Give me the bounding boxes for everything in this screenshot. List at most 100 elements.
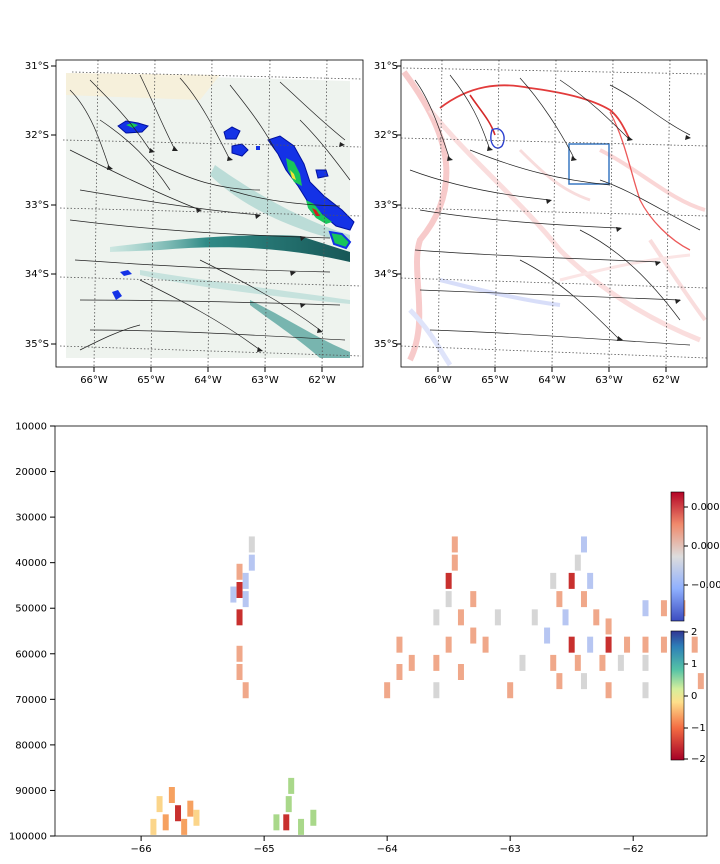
ytick-label: 10000 <box>15 422 47 433</box>
heatmap-cell <box>181 818 188 835</box>
ytick-label: 32°S <box>374 130 398 141</box>
heatmap-cell <box>187 800 194 817</box>
x-axis-left: 66°W 65°W 64°W 63°W 62°W <box>80 367 336 386</box>
y-axis-right: 31°S 32°S 33°S 34°S 35°S <box>374 61 401 350</box>
heatmap-cell <box>285 796 292 813</box>
heatmap-cell <box>482 636 489 653</box>
heatmap-cell <box>605 618 612 635</box>
ytick-label: 34°S <box>25 269 49 280</box>
heatmap-cell <box>531 609 538 626</box>
xtick-label: −64 <box>377 844 398 855</box>
heatmap-cell <box>574 554 581 571</box>
ytick-label: 31°S <box>25 61 49 72</box>
colorbar-lower-tick: −2 <box>691 754 706 765</box>
teal-band <box>110 235 350 262</box>
anomaly-field <box>401 70 707 367</box>
heatmap-cell <box>396 636 403 653</box>
heatmap-cell <box>587 572 594 589</box>
xtick-label: 63°W <box>595 375 623 386</box>
heatmap-cell <box>642 682 649 699</box>
ytick-label: 60000 <box>15 649 47 660</box>
heatmap-cell <box>642 654 649 671</box>
heatmap-cell <box>544 627 551 644</box>
heatmap-cell <box>642 600 649 617</box>
ytick-label: 80000 <box>15 740 47 751</box>
heatmap-cell <box>568 636 575 653</box>
heatmap-cell <box>445 636 452 653</box>
ytick-label: 70000 <box>15 695 47 706</box>
heatmap-cell <box>580 591 587 608</box>
heatmap-cell <box>568 572 575 589</box>
heatmap-cell <box>162 814 169 831</box>
heatmap-cell <box>470 627 477 644</box>
ytick-label: 31°S <box>374 61 398 72</box>
x-axis-bottom: −66 −65 −64 −63 −62 <box>131 836 644 855</box>
heatmap-cell <box>168 787 175 803</box>
heatmap-cell <box>617 654 624 671</box>
ytick-label: 50000 <box>15 604 47 615</box>
map-right: 31°S 32°S 33°S 34°S 35°S 66°W 65°W 64°W … <box>374 59 708 386</box>
heatmap-cell <box>457 609 464 626</box>
heatmap-cell <box>242 682 249 699</box>
heatmap-cell <box>150 818 157 835</box>
xtick-label: 66°W <box>424 375 452 386</box>
heatmap-cell <box>310 809 317 826</box>
heatmap-cell <box>396 664 403 680</box>
cross-section: 10000 20000 30000 40000 50000 60000 70000 80000… <box>9 422 720 856</box>
outflow-boundary <box>439 84 631 141</box>
x-axis-right: 66°W 65°W 64°W 63°W 62°W <box>424 367 680 386</box>
map-left: 31°S 32°S 33°S 34°S 35°S 66°W 65°W 64°W … <box>25 59 364 386</box>
ytick-label: 90000 <box>15 786 47 797</box>
heatmap-cell <box>556 673 563 690</box>
xtick-label: 62°W <box>652 375 680 386</box>
heatmap-cell <box>288 777 295 794</box>
heatmap-cell <box>556 591 563 608</box>
heatmap-cell <box>236 582 243 598</box>
xtick-label: 64°W <box>538 375 566 386</box>
heatmap-cell <box>248 554 255 571</box>
heatmap-cell <box>156 796 163 813</box>
heatmap-cell <box>236 664 243 680</box>
xtick-label: 63°W <box>251 375 279 386</box>
xtick-label: 65°W <box>481 375 509 386</box>
heatmap-cell <box>519 654 526 671</box>
y-axis-bottom: 10000 20000 30000 40000 50000 60000 70000 80000… <box>9 422 55 843</box>
streamline-arrows-right <box>447 135 691 341</box>
heatmap-cell <box>660 636 667 653</box>
heatmap-cell <box>193 809 200 826</box>
heatmap-cell <box>605 682 612 699</box>
colorbar-upper-tick: −0.00 <box>691 580 720 591</box>
heatmap-cell <box>242 591 249 608</box>
heatmap-cell <box>580 673 587 690</box>
colorbar-lower-tick: 2 <box>691 627 697 638</box>
heatmap-cell <box>384 682 391 699</box>
heatmap-cell <box>550 654 557 671</box>
heatmap-cell <box>574 654 581 671</box>
xtick-label: −63 <box>500 844 521 855</box>
heatmap-cell <box>494 609 501 626</box>
xtick-label: 64°W <box>194 375 222 386</box>
field-background <box>66 73 350 358</box>
heatmap-cell <box>580 536 587 553</box>
colorbar-upper-tick: 0.000 <box>691 502 720 513</box>
heatmap-cell <box>433 654 440 671</box>
heatmap-cell <box>587 636 594 653</box>
xtick-label: −66 <box>131 844 152 855</box>
ytick-label: 33°S <box>25 200 49 211</box>
heatmap-cell <box>660 600 667 617</box>
colorbar-upper-tick: 0.000 <box>691 541 720 552</box>
xtick-label: −65 <box>254 844 275 855</box>
heatmap-cell <box>236 645 243 662</box>
heatmap-cell <box>624 636 631 653</box>
heatmap-cell <box>273 814 280 831</box>
heatmap-cell <box>298 818 305 835</box>
y-axis-left: 31°S 32°S 33°S 34°S 35°S <box>25 61 56 350</box>
heatmap-cell <box>175 805 182 822</box>
heatmap-cell <box>433 609 440 626</box>
gridlines-left <box>59 60 362 367</box>
colorbar-lower-tick: −1 <box>691 723 706 734</box>
heatmap-cell <box>550 572 557 589</box>
heatmap-cell <box>236 609 243 626</box>
heatmap-cell <box>242 572 249 589</box>
highlight-box <box>568 143 610 185</box>
